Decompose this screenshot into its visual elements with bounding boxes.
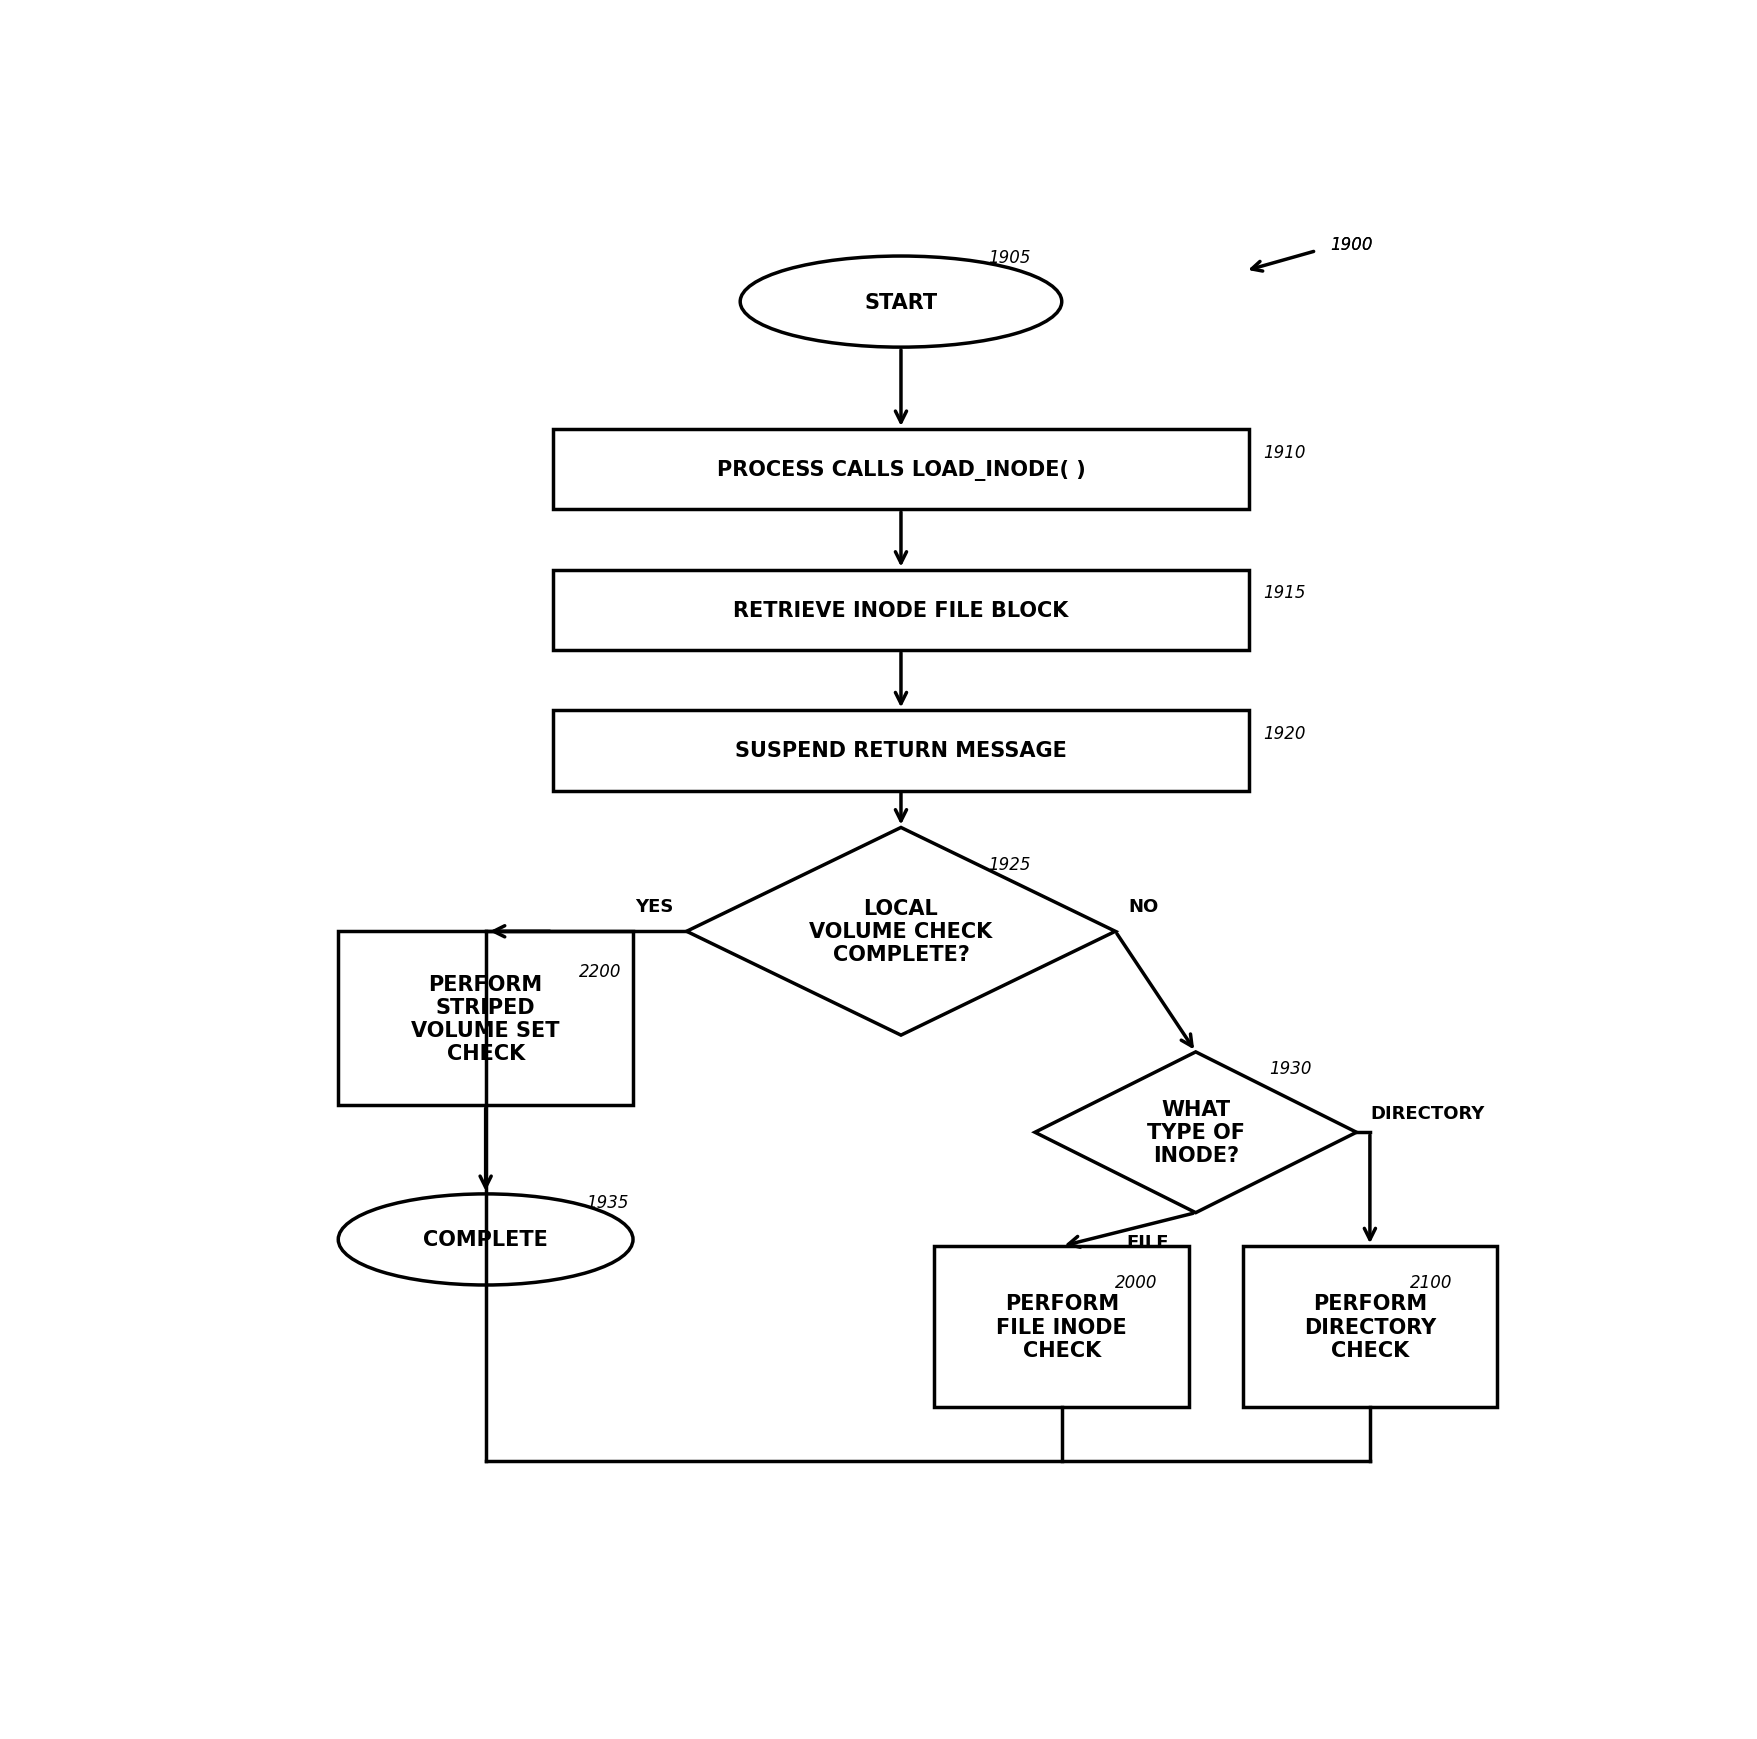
Ellipse shape [337, 1195, 633, 1285]
Ellipse shape [740, 257, 1061, 348]
Text: YES: YES [634, 897, 673, 916]
Text: 1925: 1925 [987, 856, 1030, 873]
Text: 1915: 1915 [1262, 584, 1304, 602]
Text: 2200: 2200 [580, 963, 622, 981]
Text: START: START [864, 292, 936, 313]
Text: COMPLETE: COMPLETE [423, 1229, 548, 1250]
Text: PROCESS CALLS LOAD_INODE( ): PROCESS CALLS LOAD_INODE( ) [717, 459, 1084, 480]
Text: SUSPEND RETURN MESSAGE: SUSPEND RETURN MESSAGE [734, 741, 1066, 762]
Text: 1905: 1905 [987, 249, 1030, 268]
Text: 1935: 1935 [585, 1193, 629, 1212]
Text: 1920: 1920 [1262, 725, 1304, 743]
Text: RETRIEVE INODE FILE BLOCK: RETRIEVE INODE FILE BLOCK [733, 600, 1068, 621]
Text: FILE: FILE [1126, 1233, 1168, 1250]
Text: PERFORM
DIRECTORY
CHECK: PERFORM DIRECTORY CHECK [1304, 1294, 1435, 1360]
Text: DIRECTORY: DIRECTORY [1369, 1104, 1483, 1122]
Text: 2100: 2100 [1409, 1273, 1451, 1292]
Text: 2000: 2000 [1114, 1273, 1158, 1292]
Polygon shape [687, 828, 1114, 1035]
Bar [935, 1247, 1188, 1407]
Bar [337, 932, 633, 1106]
Bar [1242, 1247, 1497, 1407]
Text: PERFORM
STRIPED
VOLUME SET
CHECK: PERFORM STRIPED VOLUME SET CHECK [411, 974, 559, 1064]
Bar [552, 711, 1249, 791]
Bar [552, 430, 1249, 510]
Text: WHAT
TYPE OF
INODE?: WHAT TYPE OF INODE? [1146, 1099, 1244, 1165]
Text: NO: NO [1128, 897, 1158, 916]
Text: PERFORM
FILE INODE
CHECK: PERFORM FILE INODE CHECK [996, 1294, 1126, 1360]
Polygon shape [1035, 1052, 1356, 1214]
Text: LOCAL
VOLUME CHECK
COMPLETE?: LOCAL VOLUME CHECK COMPLETE? [808, 899, 993, 965]
Bar [552, 570, 1249, 650]
Text: 1900: 1900 [1328, 237, 1372, 254]
Text: 1910: 1910 [1262, 443, 1304, 461]
Text: 1900: 1900 [1328, 237, 1372, 254]
Text: 1930: 1930 [1269, 1059, 1311, 1078]
